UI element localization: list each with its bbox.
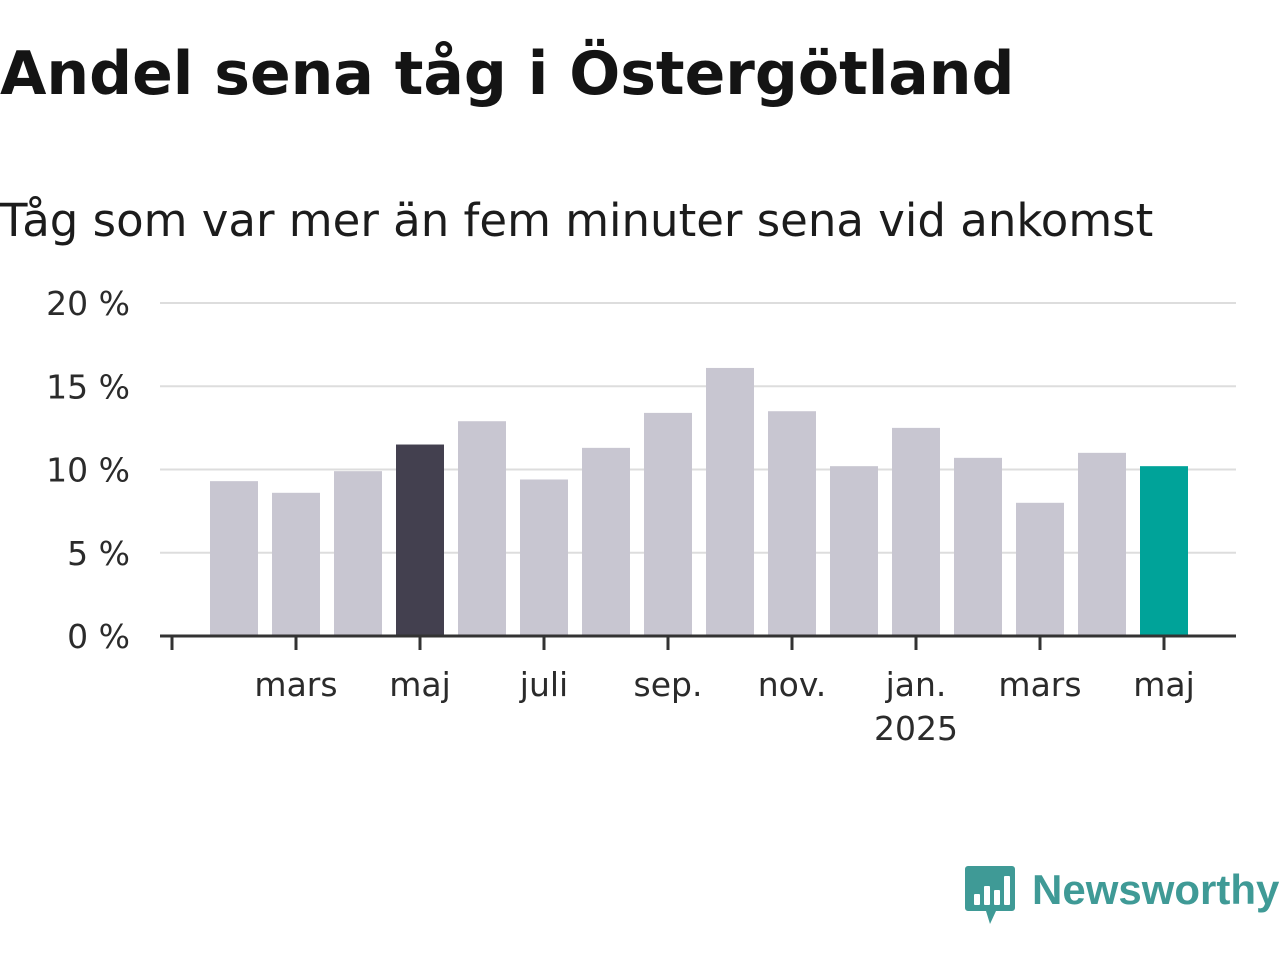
chart-title: Andel sena tåg i Östergötland xyxy=(0,39,1015,109)
bar-2025-02 xyxy=(954,457,1002,636)
bar-2024-05 xyxy=(396,444,444,636)
bar-2025-01 xyxy=(892,427,940,636)
bar-2024-02 xyxy=(210,481,258,636)
bar-2024-06 xyxy=(458,421,506,636)
bar-2025-03 xyxy=(1016,502,1064,636)
x-tick-sublabel: 2025 xyxy=(874,709,958,748)
y-tick-label: 0 % xyxy=(67,617,130,656)
x-tick-label: nov. xyxy=(758,665,827,704)
x-tick-label: juli xyxy=(519,665,568,704)
bar-2024-11 xyxy=(768,411,816,636)
bar-2024-08 xyxy=(582,447,630,636)
y-tick-label: 20 % xyxy=(46,284,130,323)
bar-2025-05 xyxy=(1140,466,1188,636)
x-tick-label: mars xyxy=(998,665,1081,704)
bar-2024-04 xyxy=(334,471,382,636)
x-tick-label: maj xyxy=(389,665,451,704)
bar-2024-03 xyxy=(272,492,320,636)
bar-chart: 0 % 5 % 10 % 15 % 20 % mars maj juli sep. nov. jan… xyxy=(46,284,1236,748)
x-tick-label: maj xyxy=(1133,665,1195,704)
x-tick-label: mars xyxy=(254,665,337,704)
x-tick-label: sep. xyxy=(634,665,703,704)
newsworthy-logo-icon xyxy=(965,866,1015,924)
bar-2025-04 xyxy=(1078,452,1126,636)
bar-2024-12 xyxy=(830,466,878,636)
y-tick-label: 5 % xyxy=(67,534,130,573)
brand-name: Newsworthy xyxy=(1032,866,1280,913)
newsworthy-logo: Newsworthy xyxy=(964,864,1279,928)
y-tick-label: 15 % xyxy=(46,367,130,406)
y-tick-label: 10 % xyxy=(46,451,130,490)
bar-2024-07 xyxy=(520,479,568,636)
bar-2024-10 xyxy=(706,367,754,636)
bar-2024-09 xyxy=(644,412,692,636)
chart-subtitle: Tåg som var mer än fem minuter sena vid … xyxy=(0,194,1154,247)
x-tick-label: jan. xyxy=(885,665,947,704)
